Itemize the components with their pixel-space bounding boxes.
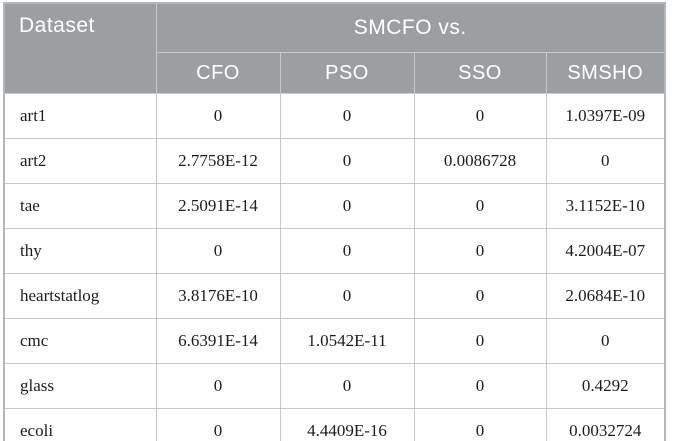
p-value-cell: 4.4409E-16	[279, 408, 415, 441]
table-row: art1 0 0 0 1.0397E-09	[3, 93, 666, 139]
header-row-group: Dataset SMCFO vs.	[3, 2, 666, 94]
table-row: tae 2.5091E-14 0 0 3.1152E-10	[3, 183, 666, 229]
table-row: art2 2.7758E-12 0 0.0086728 0	[3, 138, 666, 184]
p-value-cell: 0	[413, 93, 547, 139]
table-row: heartstatlog 3.8176E-10 0 0 2.0684E-10	[3, 273, 666, 319]
p-value-cell: 0	[279, 363, 415, 409]
p-value-cell: 0	[279, 228, 415, 274]
p-value-cell: 0	[155, 93, 281, 139]
p-value-cell: 0	[413, 408, 547, 441]
p-value-cell: 6.6391E-14	[155, 318, 281, 364]
column-header-smsho: SMSHO	[545, 52, 666, 94]
p-value-cell: 2.5091E-14	[155, 183, 281, 229]
p-value-cell: 2.7758E-12	[155, 138, 281, 184]
p-value-cell: 0	[279, 273, 415, 319]
p-value-cell: 0.0032724	[545, 408, 666, 441]
comparison-table: Dataset SMCFO vs. CFO PSO SSO SMSHO art1…	[3, 2, 666, 441]
p-value-cell: 1.0397E-09	[545, 93, 666, 139]
p-value-cell: 3.8176E-10	[155, 273, 281, 319]
p-value-cell: 0	[279, 138, 415, 184]
dataset-name-cell: cmc	[3, 318, 157, 364]
dataset-name-cell: ecoli	[3, 408, 157, 441]
dataset-name-cell: art2	[3, 138, 157, 184]
table-row: glass 0 0 0 0.4292	[3, 363, 666, 409]
p-value-cell: 0	[413, 363, 547, 409]
p-value-cell: 0	[413, 318, 547, 364]
p-value-cell: 0	[155, 363, 281, 409]
dataset-name-cell: tae	[3, 183, 157, 229]
p-value-cell: 2.0684E-10	[545, 273, 666, 319]
dataset-name-cell: heartstatlog	[3, 273, 157, 319]
dataset-name-cell: thy	[3, 228, 157, 274]
p-value-cell: 0.0086728	[413, 138, 547, 184]
column-header-cfo: CFO	[155, 52, 281, 94]
table-row: cmc 6.6391E-14 1.0542E-11 0 0	[3, 318, 666, 364]
column-header-sso: SSO	[413, 52, 547, 94]
p-value-cell: 0	[545, 138, 666, 184]
table-body: art1 0 0 0 1.0397E-09 art2 2.7758E-12 0 0.008672…	[3, 93, 666, 441]
header-row-columns: CFO PSO SSO SMSHO	[4, 52, 666, 94]
table-header: Dataset SMCFO vs. CFO PSO SSO SMSHO	[3, 2, 666, 94]
p-value-cell: 0	[155, 408, 281, 441]
p-value-cell: 0.4292	[545, 363, 666, 409]
p-value-cell: 3.1152E-10	[545, 183, 666, 229]
p-value-cell: 0	[279, 93, 415, 139]
p-value-cell: 0	[413, 228, 547, 274]
p-value-cell: 1.0542E-11	[279, 318, 415, 364]
group-header-smcfo-vs: SMCFO vs.	[155, 2, 666, 53]
p-value-cell: 0	[413, 183, 547, 229]
dataset-name-cell: art1	[3, 93, 157, 139]
corner-header-dataset: Dataset	[3, 2, 157, 94]
p-value-cell: 0	[155, 228, 281, 274]
table-row: thy 0 0 0 4.2004E-07	[3, 228, 666, 274]
p-value-cell: 0	[413, 273, 547, 319]
p-value-cell: 0	[545, 318, 666, 364]
p-value-cell: 4.2004E-07	[545, 228, 666, 274]
table-row: ecoli 0 4.4409E-16 0 0.0032724	[3, 408, 666, 441]
column-header-pso: PSO	[279, 52, 415, 94]
p-value-cell: 0	[279, 183, 415, 229]
dataset-name-cell: glass	[3, 363, 157, 409]
